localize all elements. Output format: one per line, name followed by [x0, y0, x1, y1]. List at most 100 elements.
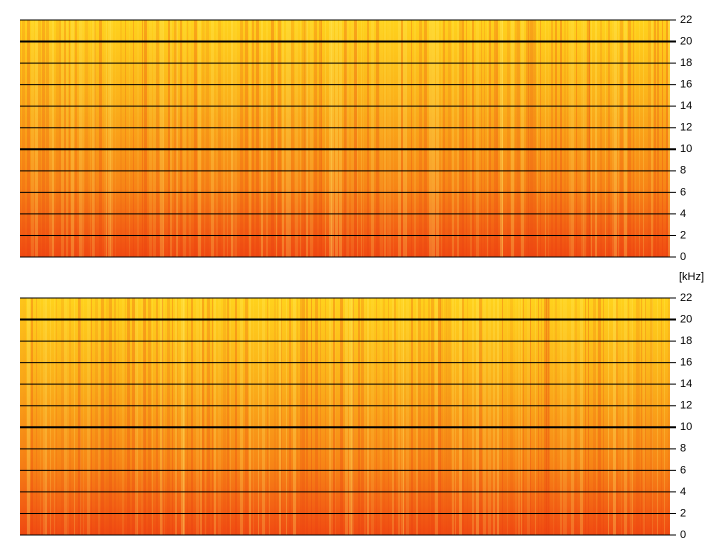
texture-stripe [52, 20, 54, 257]
texture-stripe [455, 298, 456, 535]
texture-stripe [401, 20, 403, 257]
texture-stripe [211, 20, 214, 257]
texture-stripe [142, 20, 143, 257]
texture-stripe [650, 298, 653, 535]
texture-stripe [110, 20, 113, 257]
texture-stripe [593, 298, 596, 535]
texture-stripe [172, 298, 173, 535]
texture-stripe [40, 298, 41, 535]
texture-stripe [648, 20, 651, 257]
texture-stripe [587, 20, 590, 257]
texture-stripe [262, 298, 265, 535]
texture-stripe [628, 20, 631, 257]
texture-stripe [202, 298, 204, 535]
texture-stripe [551, 20, 553, 257]
y-tick-label: 6 [680, 186, 686, 198]
texture-stripe [170, 20, 172, 257]
texture-stripe [470, 20, 472, 257]
texture-stripe [137, 298, 138, 535]
y-tick-label: 20 [680, 313, 692, 325]
texture-stripe [376, 298, 377, 535]
texture-stripe [333, 298, 335, 535]
texture-stripe [344, 20, 347, 257]
texture-stripe [363, 20, 364, 257]
texture-stripe [388, 298, 389, 535]
texture-stripe [315, 298, 318, 535]
texture-stripe [162, 298, 163, 535]
texture-stripe [133, 20, 134, 257]
texture-stripe [622, 20, 623, 257]
texture-stripe [279, 298, 281, 535]
texture-stripe [502, 298, 503, 535]
texture-stripe [335, 20, 338, 257]
texture-stripe [310, 20, 313, 257]
texture-stripe [85, 20, 88, 257]
texture-stripe [207, 298, 210, 535]
texture-stripe [411, 20, 412, 257]
texture-stripe [281, 298, 282, 535]
texture-stripe [608, 298, 609, 535]
texture-stripe [478, 20, 479, 257]
texture-stripe [295, 20, 298, 257]
texture-stripe [245, 20, 248, 257]
texture-stripe [27, 20, 30, 257]
texture-stripe [152, 298, 153, 535]
texture-stripe [104, 20, 107, 257]
texture-stripe [325, 20, 326, 257]
texture-stripe [252, 20, 254, 257]
texture-stripe [639, 20, 640, 257]
texture-stripe [467, 298, 468, 535]
texture-stripe [515, 20, 517, 257]
texture-stripe [351, 20, 354, 257]
texture-stripe [448, 298, 451, 535]
texture-stripe [605, 20, 606, 257]
texture-stripe [459, 298, 462, 535]
texture-stripe [300, 298, 302, 535]
y-tick-label: 8 [680, 165, 686, 177]
texture-stripe [191, 298, 193, 535]
texture-stripe [43, 298, 45, 535]
texture-stripe [230, 298, 231, 535]
texture-stripe [664, 298, 665, 535]
texture-stripe [174, 20, 177, 257]
texture-stripe [441, 20, 442, 257]
texture-stripe [406, 20, 407, 257]
texture-stripe [321, 20, 322, 257]
y-tick-label: 10 [680, 421, 692, 433]
texture-stripe [446, 298, 448, 535]
texture-stripe [233, 20, 235, 257]
texture-stripe [517, 20, 520, 257]
texture-stripe [384, 20, 386, 257]
texture-stripe [183, 20, 186, 257]
texture-stripe [668, 298, 670, 535]
y-tick-label: 16 [680, 357, 692, 369]
texture-stripe [345, 298, 348, 535]
texture-stripe [457, 20, 459, 257]
texture-stripe [109, 298, 112, 535]
texture-stripe [149, 20, 152, 257]
texture-stripe [74, 298, 75, 535]
texture-stripe [541, 298, 542, 535]
texture-stripe [67, 298, 69, 535]
texture-stripe [641, 298, 642, 535]
texture-stripe [383, 298, 385, 535]
texture-stripe [212, 298, 213, 535]
texture-stripe [620, 20, 622, 257]
texture-stripe [351, 298, 354, 535]
texture-stripe [50, 298, 51, 535]
y-tick-label: 2 [680, 507, 686, 519]
texture-stripe [223, 20, 225, 257]
y-tick-label: 4 [680, 486, 686, 498]
texture-stripe [320, 298, 321, 535]
texture-stripe [394, 298, 396, 535]
texture-stripe [267, 298, 268, 535]
y-axis-unit: [kHz] [679, 271, 704, 283]
texture-stripe [564, 20, 566, 257]
texture-stripe [414, 20, 416, 257]
texture-stripe [657, 298, 658, 535]
texture-stripe [349, 298, 352, 535]
texture-stripe [120, 20, 122, 257]
texture-stripe [563, 298, 566, 535]
texture-stripe [589, 20, 590, 257]
